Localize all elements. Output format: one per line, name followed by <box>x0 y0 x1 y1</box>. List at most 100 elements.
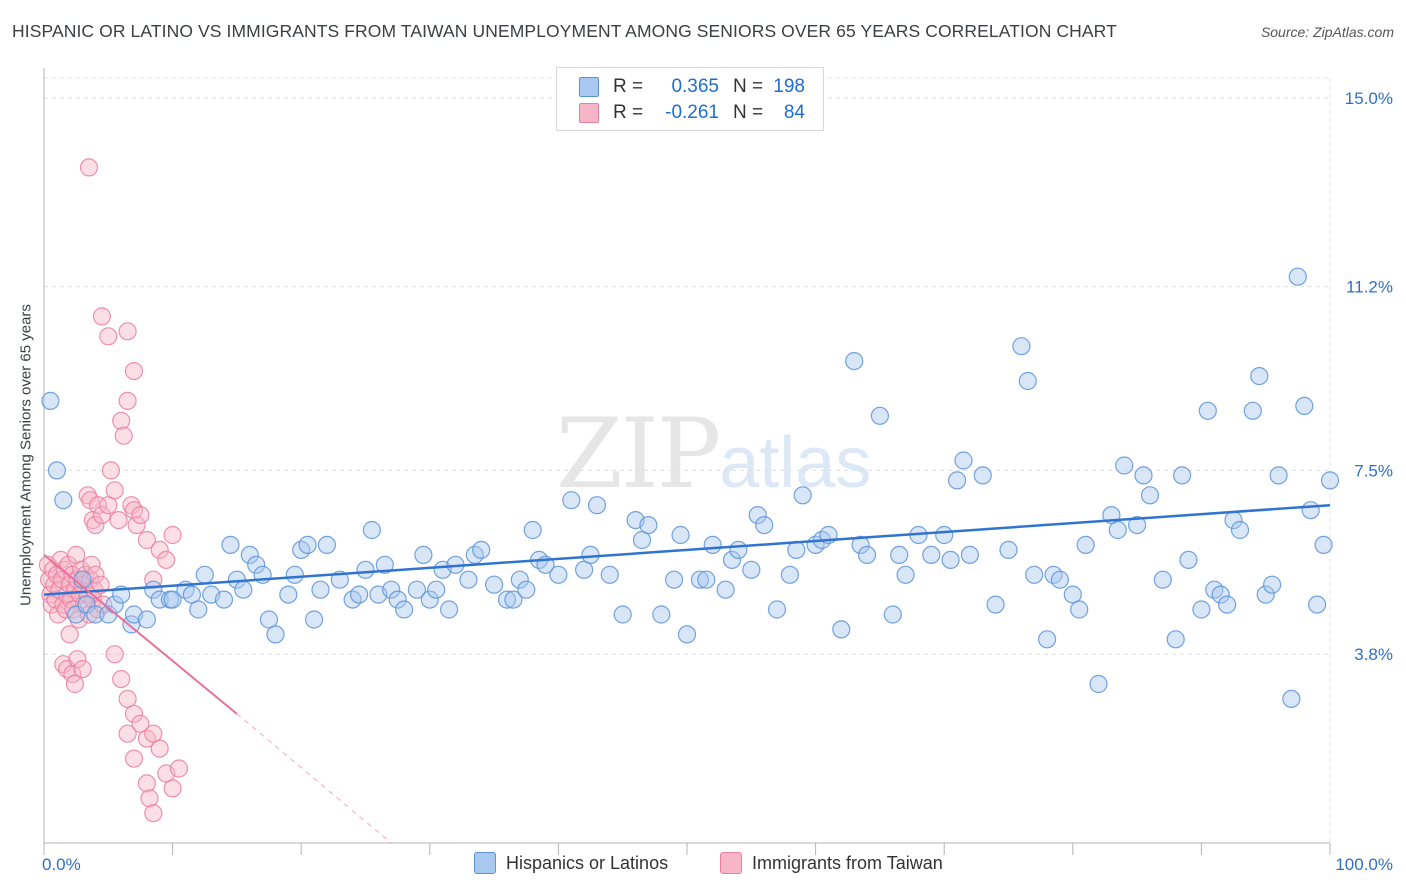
hispanic-point <box>395 600 414 619</box>
hispanic-point <box>221 535 240 555</box>
hispanic-point <box>54 491 73 510</box>
taiwan-point <box>101 461 121 480</box>
hispanic-point <box>189 600 208 619</box>
hispanic-point <box>697 570 716 589</box>
legend-n-label: N = <box>733 102 764 123</box>
legend-swatch-hispanic <box>474 852 496 874</box>
hispanic-point <box>1018 371 1037 391</box>
hispanic-point <box>613 605 632 624</box>
taiwan-point <box>124 362 144 381</box>
hispanic-point <box>870 406 890 425</box>
taiwan-point <box>76 565 95 584</box>
hispanic-point <box>549 565 568 584</box>
taiwan-point <box>124 704 144 723</box>
hispanic-point <box>1115 456 1134 475</box>
hispanic-point <box>671 525 690 545</box>
hispanic-point <box>793 486 812 505</box>
hispanic-point <box>1140 486 1160 505</box>
hispanic-point <box>716 580 735 599</box>
hispanic-point <box>420 590 439 609</box>
hispanic-point <box>1050 570 1070 589</box>
hispanic-point <box>729 540 748 560</box>
hispanic-point <box>311 580 330 599</box>
hispanic-point <box>1217 595 1237 614</box>
legend-r-label: R = <box>613 102 644 123</box>
hispanic-point <box>247 555 266 574</box>
taiwan-point <box>65 674 85 694</box>
legend-swatch-taiwan <box>579 103 599 123</box>
hispanic-point <box>414 545 433 565</box>
hispanic-point <box>1089 674 1108 694</box>
taiwan-point <box>112 411 131 430</box>
hispanic-point <box>440 600 459 619</box>
taiwan-point <box>137 530 156 550</box>
taiwan-point <box>150 739 169 758</box>
legend-item-taiwan[interactable]: Immigrants from Taiwan <box>720 852 943 874</box>
taiwan-trend-extension <box>236 713 392 844</box>
hispanic-point <box>150 590 169 609</box>
legend-n-label: N = <box>733 76 764 97</box>
hispanic-point <box>356 560 375 579</box>
taiwan-point <box>105 645 124 664</box>
hispanic-point <box>375 555 394 574</box>
taiwan-point <box>118 391 137 410</box>
taiwan-point <box>92 307 112 326</box>
hispanic-point <box>1301 501 1320 520</box>
series-hispanics-or-latinos <box>41 267 1340 709</box>
hispanic-point <box>922 545 941 565</box>
hispanic-point <box>755 515 774 535</box>
legend-swatch-taiwan <box>720 852 742 874</box>
chart-title: HISPANIC OR LATINO VS IMMIGRANTS FROM TA… <box>12 21 1117 41</box>
taiwan-point <box>88 496 108 515</box>
legend-swatch-hispanic <box>579 77 599 97</box>
y-tick-label: 11.2% <box>1346 278 1393 297</box>
hispanic-point <box>362 520 381 540</box>
x-tick-label: 0.0% <box>42 855 81 874</box>
taiwan-point <box>99 327 118 346</box>
hispanic-point <box>1243 401 1262 420</box>
taiwan-point <box>137 774 156 793</box>
hispanic-point <box>1288 267 1307 286</box>
hispanic-point <box>407 580 426 599</box>
hispanic-point <box>748 505 767 525</box>
hispanic-point <box>562 491 581 510</box>
hispanic-point <box>947 471 967 490</box>
hispanic-point <box>382 580 401 599</box>
hispanic-point <box>1230 520 1250 540</box>
taiwan-point <box>91 575 110 594</box>
hispanic-point <box>47 461 67 480</box>
axes <box>43 68 1331 855</box>
hispanic-point <box>1012 337 1031 356</box>
hispanic-point <box>459 570 478 589</box>
hispanic-point <box>1307 595 1327 614</box>
hispanic-point <box>137 610 156 629</box>
legend-r-value: 0.365 <box>671 76 719 97</box>
legend-item-hispanic[interactable]: Hispanics or Latinos <box>474 852 668 874</box>
hispanic-point <box>780 565 800 584</box>
hispanic-point <box>767 600 787 619</box>
hispanic-trend-line <box>43 503 1331 596</box>
hispanic-point <box>883 605 902 624</box>
hispanic-point <box>259 610 279 629</box>
hispanic-point <box>1262 575 1282 594</box>
taiwan-point <box>82 555 101 574</box>
hispanic-point <box>1076 535 1095 555</box>
hispanic-point <box>144 580 163 599</box>
hispanic-point <box>1025 565 1044 584</box>
source-label: Source: ZipAtlas.com <box>1260 24 1394 40</box>
legend-n-value: 84 <box>783 102 805 123</box>
hispanic-point <box>41 391 60 410</box>
y-tick-label: 7.5% <box>1354 461 1393 480</box>
hispanic-point <box>832 620 851 639</box>
hispanic-point <box>890 545 909 565</box>
taiwan-point <box>118 322 137 341</box>
hispanic-point <box>935 525 954 545</box>
taiwan-point <box>81 570 100 589</box>
legend-label-taiwan: Immigrants from Taiwan <box>752 852 943 873</box>
hispanic-point <box>1108 520 1127 540</box>
hispanic-point <box>240 545 259 565</box>
tick-labels: 3.8% 7.5% 11.2% 15.0% 0.0% 100.0% <box>42 89 1393 874</box>
watermark: ZIPatlas <box>556 398 871 510</box>
gridlines <box>44 77 1331 843</box>
